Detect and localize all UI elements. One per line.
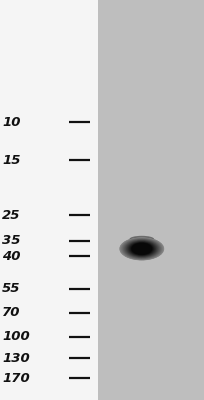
Ellipse shape: [124, 240, 160, 258]
Ellipse shape: [128, 241, 156, 256]
Ellipse shape: [127, 241, 157, 257]
Text: 40: 40: [2, 250, 21, 262]
Text: 25: 25: [2, 209, 21, 222]
Text: 70: 70: [2, 306, 21, 319]
Ellipse shape: [120, 238, 163, 260]
Ellipse shape: [127, 241, 156, 257]
Ellipse shape: [124, 240, 159, 258]
Text: 35: 35: [2, 234, 21, 247]
Ellipse shape: [129, 242, 155, 256]
Ellipse shape: [128, 241, 155, 256]
Ellipse shape: [129, 242, 155, 256]
Ellipse shape: [123, 239, 161, 259]
Ellipse shape: [129, 242, 154, 256]
Ellipse shape: [130, 242, 153, 255]
Ellipse shape: [122, 238, 161, 259]
Ellipse shape: [123, 239, 160, 259]
Text: 15: 15: [2, 154, 21, 166]
Ellipse shape: [127, 241, 157, 257]
Ellipse shape: [130, 242, 153, 255]
Ellipse shape: [121, 238, 163, 260]
Ellipse shape: [126, 240, 157, 257]
Ellipse shape: [119, 237, 164, 260]
Ellipse shape: [130, 242, 154, 256]
Ellipse shape: [126, 240, 158, 258]
Text: 10: 10: [2, 116, 21, 128]
Ellipse shape: [131, 242, 153, 255]
Ellipse shape: [120, 237, 164, 260]
Text: 170: 170: [2, 372, 30, 384]
Ellipse shape: [128, 241, 156, 256]
Ellipse shape: [126, 240, 157, 257]
Ellipse shape: [131, 243, 153, 255]
Ellipse shape: [121, 238, 163, 260]
Ellipse shape: [125, 240, 158, 258]
Text: 55: 55: [2, 282, 21, 295]
Ellipse shape: [122, 238, 162, 259]
Ellipse shape: [131, 243, 152, 255]
Ellipse shape: [120, 238, 164, 260]
Ellipse shape: [122, 238, 162, 259]
Ellipse shape: [123, 239, 161, 259]
Text: 130: 130: [2, 352, 30, 364]
FancyBboxPatch shape: [0, 0, 98, 400]
FancyBboxPatch shape: [100, 0, 204, 400]
Ellipse shape: [123, 239, 160, 258]
Ellipse shape: [132, 243, 152, 255]
Ellipse shape: [129, 236, 154, 242]
Ellipse shape: [124, 239, 160, 258]
Ellipse shape: [125, 240, 159, 258]
Text: 100: 100: [2, 330, 30, 343]
Ellipse shape: [121, 238, 162, 260]
Ellipse shape: [130, 242, 154, 256]
Ellipse shape: [125, 240, 159, 258]
